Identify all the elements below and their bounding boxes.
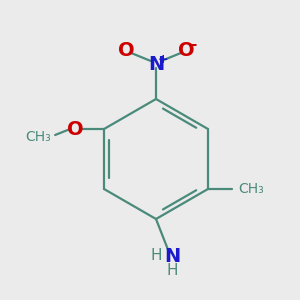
Text: CH₃: CH₃ — [238, 182, 264, 196]
Text: +: + — [157, 52, 168, 66]
Text: O: O — [178, 40, 194, 60]
Text: H: H — [167, 263, 178, 278]
Text: CH₃: CH₃ — [25, 130, 51, 143]
Text: N: N — [164, 247, 181, 266]
Text: O: O — [67, 119, 84, 139]
Text: H: H — [150, 248, 162, 262]
Text: -: - — [190, 37, 197, 52]
Text: O: O — [118, 40, 134, 60]
Text: N: N — [148, 55, 164, 74]
